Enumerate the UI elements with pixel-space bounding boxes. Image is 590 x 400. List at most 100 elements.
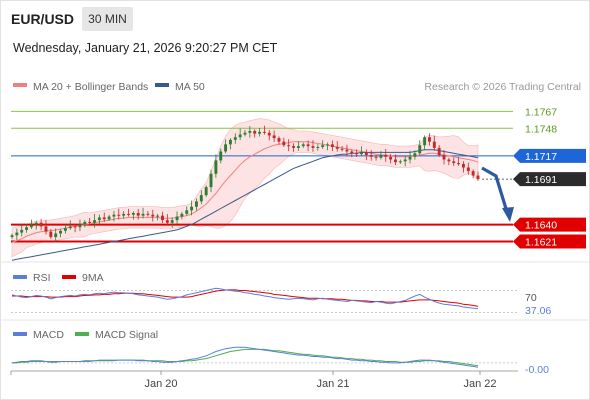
candle-body-16 xyxy=(88,221,92,223)
candle-body-11 xyxy=(63,228,67,231)
candle-body-53 xyxy=(267,132,271,136)
forecast-arrowhead xyxy=(502,207,514,222)
candle-body-61 xyxy=(306,144,310,147)
candle-body-24 xyxy=(127,213,130,215)
rsi-line xyxy=(11,287,479,310)
candle-body-26 xyxy=(136,212,140,216)
candle-body-13 xyxy=(73,226,77,228)
candle-body-39 xyxy=(199,195,203,202)
candle-body-65 xyxy=(326,144,329,146)
candle-body-6 xyxy=(39,222,43,227)
resistance-label-0: 1.1767 xyxy=(525,106,557,118)
candle-body-95 xyxy=(471,171,475,176)
candle-body-15 xyxy=(83,221,87,225)
ma50-legend-label: MA 50 xyxy=(175,81,205,93)
candle-body-51 xyxy=(258,131,262,134)
candle-body-18 xyxy=(97,217,101,221)
candle-body-54 xyxy=(272,135,276,139)
candle-body-76 xyxy=(379,155,383,158)
candle-body-48 xyxy=(243,132,247,135)
candle-body-27 xyxy=(141,213,145,216)
rsi-legend-label: RSI xyxy=(33,272,51,284)
candle-body-78 xyxy=(389,156,393,160)
candle-body-9 xyxy=(54,233,58,238)
candle-body-85 xyxy=(423,137,427,146)
candle-body-12 xyxy=(68,226,72,229)
candle-body-72 xyxy=(360,152,363,155)
forecast-arrow xyxy=(481,166,509,213)
candle-body-94 xyxy=(466,167,470,172)
x-tick-label-0: Jan 20 xyxy=(144,378,177,390)
candle-body-59 xyxy=(296,146,300,148)
candle-body-63 xyxy=(316,147,320,149)
candle-body-52 xyxy=(262,131,266,133)
resistance-label-1: 1.1748 xyxy=(525,123,557,135)
candle-body-96 xyxy=(476,175,480,180)
timeframe-button[interactable]: 30 MIN xyxy=(82,7,133,31)
candle-body-7 xyxy=(44,226,48,232)
candle-body-90 xyxy=(447,159,451,162)
candle-body-34 xyxy=(175,216,179,221)
candle-body-66 xyxy=(330,144,334,148)
last-price-label: 1.1691 xyxy=(525,174,557,186)
candle-body-2 xyxy=(20,229,24,233)
candle-body-73 xyxy=(364,152,368,156)
candle-body-49 xyxy=(248,130,252,133)
pivot-label-2: 1.1717 xyxy=(525,151,557,163)
candle-body-60 xyxy=(301,144,305,147)
x-tick-label-1: Jan 21 xyxy=(316,378,349,390)
pivot-tag-2 xyxy=(513,148,586,163)
ma20-legend-swatch xyxy=(13,83,27,87)
candle-body-62 xyxy=(311,146,315,148)
candle-body-14 xyxy=(78,224,82,228)
candle-body-47 xyxy=(238,134,242,138)
candle-body-92 xyxy=(457,163,461,165)
candle-body-86 xyxy=(428,137,431,142)
candle-body-0 xyxy=(10,235,14,238)
support-label-4: 1.1640 xyxy=(525,220,557,232)
candle-body-38 xyxy=(195,201,198,207)
candle-body-4 xyxy=(29,224,33,228)
candle-body-33 xyxy=(170,220,174,223)
candle-body-57 xyxy=(287,145,291,147)
candle-body-25 xyxy=(131,212,135,215)
candle-body-17 xyxy=(93,220,96,223)
candle-body-36 xyxy=(185,210,189,214)
datetime-label: Wednesday, January 21, 2026 9:20:27 PM C… xyxy=(13,41,278,55)
ma20-legend-label: MA 20 + Bollinger Bands xyxy=(33,81,148,93)
candle-body-81 xyxy=(403,159,407,162)
candle-body-42 xyxy=(214,160,218,174)
candle-body-80 xyxy=(398,161,402,163)
support-tag-4 xyxy=(513,217,586,232)
candle-body-75 xyxy=(374,156,378,158)
candle-body-77 xyxy=(384,155,388,157)
candle-body-67 xyxy=(335,147,339,149)
ma50-line xyxy=(11,149,479,261)
macd-legend-swatch xyxy=(13,332,27,336)
candle-body-70 xyxy=(350,151,354,154)
candle-body-28 xyxy=(146,213,150,215)
candle-body-93 xyxy=(461,163,465,168)
candle-body-68 xyxy=(340,148,344,150)
macd-line xyxy=(11,346,479,368)
candle-body-30 xyxy=(156,215,160,217)
candle-body-43 xyxy=(219,151,223,161)
candle-body-74 xyxy=(369,155,373,157)
candle-body-21 xyxy=(112,214,116,217)
rsi-legend-swatch xyxy=(13,275,27,279)
candle-body-91 xyxy=(452,161,456,164)
candle-body-79 xyxy=(394,159,397,163)
x-tick-label-2: Jan 22 xyxy=(463,378,496,390)
candle-body-3 xyxy=(25,227,29,230)
candle-body-56 xyxy=(282,141,286,146)
candle-body-29 xyxy=(151,214,155,217)
support-tag-5 xyxy=(513,234,586,249)
candle-body-22 xyxy=(117,214,121,216)
candle-body-44 xyxy=(224,144,228,152)
last-price-tag xyxy=(513,172,586,187)
candle-body-31 xyxy=(161,215,164,221)
macd-signal-line xyxy=(12,348,479,367)
candle-body-32 xyxy=(165,220,169,223)
